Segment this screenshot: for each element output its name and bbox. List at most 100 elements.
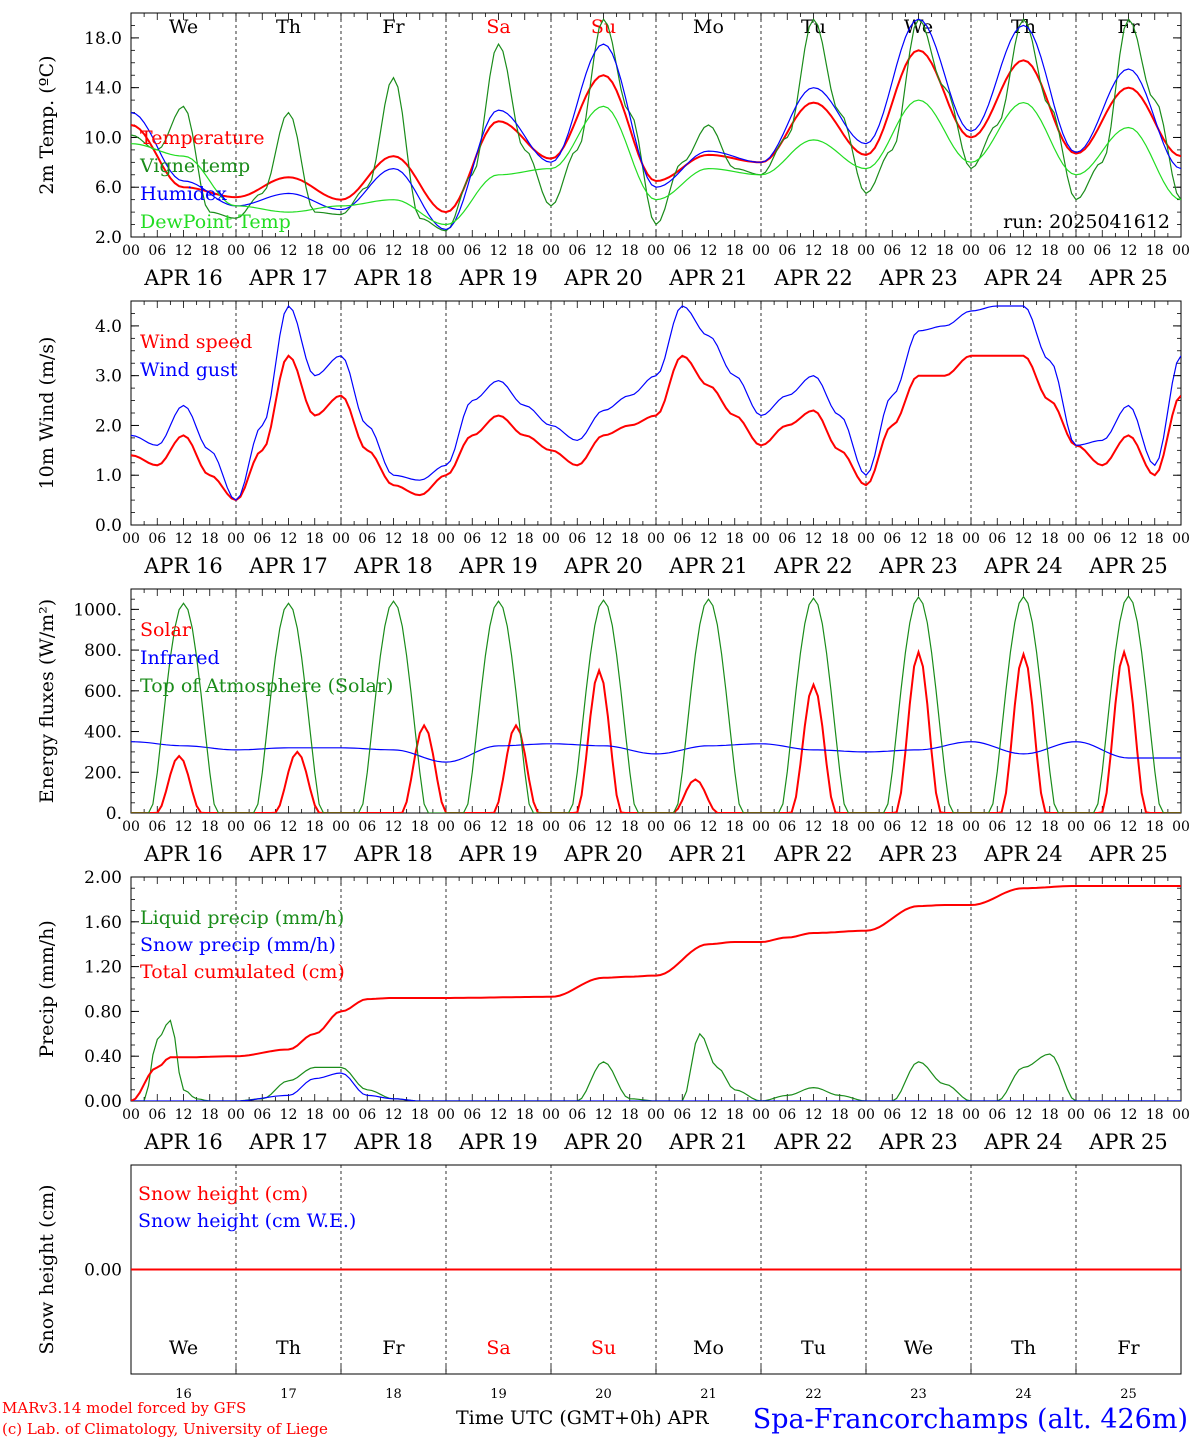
hour-tick-label: 00 bbox=[647, 819, 665, 835]
hour-tick-label: 00 bbox=[752, 243, 770, 259]
weekday-label: Sa bbox=[486, 16, 510, 38]
hour-tick-label: 18 bbox=[1041, 531, 1059, 547]
footer-model-line: MARv3.14 model forced by GFS bbox=[2, 1399, 246, 1417]
date-label: APR 24 bbox=[983, 266, 1063, 290]
hour-tick-label: 12 bbox=[805, 819, 823, 835]
weekday-label: Mo bbox=[693, 16, 724, 38]
weekday-label: Fr bbox=[382, 1337, 405, 1359]
hour-tick-label: 00 bbox=[752, 531, 770, 547]
y-tick-label: 4.0 bbox=[95, 317, 122, 337]
hour-tick-label: 06 bbox=[883, 243, 901, 259]
hour-tick-label: 12 bbox=[1015, 819, 1033, 835]
hour-tick-label: 12 bbox=[1120, 1107, 1138, 1123]
date-label: APR 24 bbox=[983, 842, 1063, 866]
hour-tick-label: 18 bbox=[936, 243, 954, 259]
hour-tick-label: 18 bbox=[1041, 819, 1059, 835]
hour-tick-label: 00 bbox=[122, 819, 140, 835]
plot-frame bbox=[130, 588, 1182, 814]
day-number-label: 20 bbox=[595, 1387, 612, 1402]
hour-tick-label: 06 bbox=[1093, 1107, 1111, 1123]
hour-tick-label: 12 bbox=[175, 243, 193, 259]
legend-entry: Solar bbox=[140, 619, 192, 641]
date-label: APR 20 bbox=[563, 1130, 643, 1154]
date-label: APR 16 bbox=[143, 842, 223, 866]
date-label: APR 23 bbox=[878, 554, 958, 578]
hour-tick-label: 12 bbox=[595, 243, 613, 259]
y-axis-label: Precip (mm/h) bbox=[36, 920, 58, 1058]
legend-entry: DewPoint Temp bbox=[140, 211, 291, 233]
hour-tick-label: 12 bbox=[1015, 1107, 1033, 1123]
hour-tick-label: 00 bbox=[962, 531, 980, 547]
hour-tick-label: 18 bbox=[1041, 243, 1059, 259]
legend-entry: Snow height (cm W.E.) bbox=[138, 1210, 356, 1232]
hour-tick-label: 18 bbox=[831, 819, 849, 835]
date-label: APR 17 bbox=[248, 842, 328, 866]
date-label: APR 24 bbox=[983, 1130, 1063, 1154]
hour-tick-label: 18 bbox=[201, 243, 219, 259]
date-label: APR 25 bbox=[1088, 266, 1168, 290]
hour-tick-label: 18 bbox=[306, 1107, 324, 1123]
day-number-label: 23 bbox=[910, 1387, 927, 1402]
hour-tick-label: 18 bbox=[411, 243, 429, 259]
hour-tick-label: 18 bbox=[831, 243, 849, 259]
hour-tick-label: 18 bbox=[936, 1107, 954, 1123]
weekday-label: Sa bbox=[486, 1337, 510, 1359]
weekday-label: Th bbox=[1011, 1337, 1036, 1359]
date-label: APR 19 bbox=[458, 842, 538, 866]
y-tick-label: 800. bbox=[84, 641, 122, 661]
series-line-vigne-temp bbox=[131, 18, 1181, 232]
day-number-label: 17 bbox=[280, 1387, 297, 1402]
hour-tick-label: 12 bbox=[385, 819, 403, 835]
hour-tick-label: 06 bbox=[778, 531, 796, 547]
hour-tick-label: 12 bbox=[175, 819, 193, 835]
hour-tick-label: 18 bbox=[831, 1107, 849, 1123]
hour-tick-label: 00 bbox=[1067, 243, 1085, 259]
date-label: APR 25 bbox=[1088, 842, 1168, 866]
hour-tick-label: 06 bbox=[253, 243, 271, 259]
hour-tick-label: 06 bbox=[568, 531, 586, 547]
hour-tick-label: 00 bbox=[227, 243, 245, 259]
date-label: APR 23 bbox=[878, 266, 958, 290]
day-number-label: 25 bbox=[1120, 1387, 1137, 1402]
footer: MARv3.14 model forced by GFS (c) Lab. of… bbox=[2, 1399, 1188, 1438]
hour-tick-label: 06 bbox=[358, 1107, 376, 1123]
day-number-label: 18 bbox=[385, 1387, 402, 1402]
y-tick-label: 200. bbox=[84, 763, 122, 783]
y-axis-label: 2m Temp. (ºC) bbox=[36, 55, 58, 194]
hour-tick-label: 18 bbox=[306, 531, 324, 547]
hour-tick-label: 00 bbox=[1067, 531, 1085, 547]
hour-tick-label: 12 bbox=[1120, 243, 1138, 259]
legend-entry: Snow precip (mm/h) bbox=[140, 934, 336, 956]
series-line-infrared bbox=[131, 741, 1181, 763]
y-tick-label: 14.0 bbox=[84, 79, 122, 99]
hour-tick-label: 06 bbox=[778, 1107, 796, 1123]
hour-tick-label: 06 bbox=[568, 243, 586, 259]
panel-precip: 0.00 0.40 0.80 1.20 1.60 2.00 Precip (mm/h) 00 0… bbox=[36, 868, 1190, 1154]
series-line-humidex bbox=[131, 18, 1181, 231]
hour-tick-label: 00 bbox=[1172, 531, 1190, 547]
legend-entry: Snow height (cm) bbox=[138, 1183, 308, 1205]
hour-tick-label: 18 bbox=[1146, 1107, 1164, 1123]
date-label: APR 21 bbox=[668, 842, 748, 866]
day-number-label: 16 bbox=[175, 1387, 192, 1402]
legend-entry: Temperature bbox=[140, 127, 264, 149]
hour-tick-label: 12 bbox=[1120, 819, 1138, 835]
hour-tick-label: 12 bbox=[1015, 243, 1033, 259]
hour-tick-label: 06 bbox=[778, 819, 796, 835]
legend-entry: Liquid precip (mm/h) bbox=[140, 907, 344, 929]
legend-entry: Humidex bbox=[140, 183, 227, 205]
hour-tick-label: 06 bbox=[883, 819, 901, 835]
hour-tick-label: 18 bbox=[411, 531, 429, 547]
y-tick-label: 0.40 bbox=[84, 1047, 122, 1067]
hour-tick-label: 18 bbox=[516, 819, 534, 835]
legend-entry: Total cumulated (cm) bbox=[140, 961, 345, 983]
date-label: APR 24 bbox=[983, 554, 1063, 578]
y-tick-label: 0.00 bbox=[84, 1261, 122, 1281]
station-name: Spa-Francorchamps (alt. 426m) bbox=[753, 1404, 1188, 1435]
hour-tick-label: 12 bbox=[595, 531, 613, 547]
hour-tick-label: 12 bbox=[805, 243, 823, 259]
hour-tick-label: 06 bbox=[673, 819, 691, 835]
weekday-label: Tu bbox=[801, 1337, 826, 1359]
hour-tick-label: 06 bbox=[673, 531, 691, 547]
y-tick-label: 0.80 bbox=[84, 1002, 122, 1022]
